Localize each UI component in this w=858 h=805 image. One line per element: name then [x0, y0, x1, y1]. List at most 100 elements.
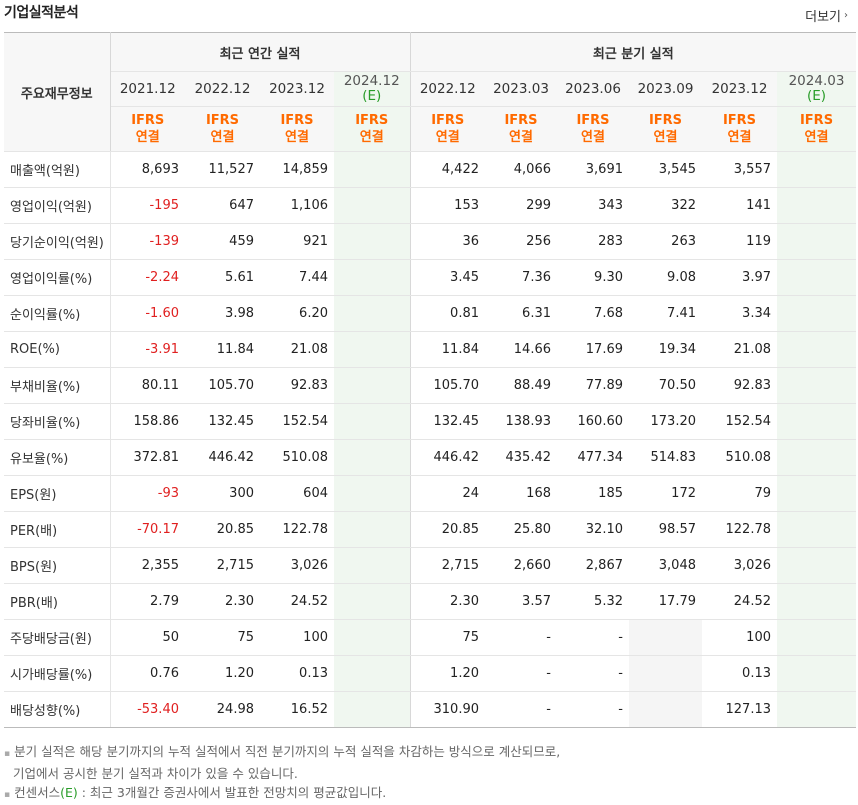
- ifrs-label: IFRS 연결: [702, 106, 777, 152]
- period-header: 2023.09: [629, 71, 702, 107]
- table-cell: [334, 691, 411, 728]
- bullet-icon: ▪: [4, 749, 11, 759]
- row-label[interactable]: EPS(원): [4, 475, 111, 512]
- period-header: 2023.12: [702, 71, 777, 107]
- row-label[interactable]: ROE(%): [4, 331, 111, 368]
- table-cell: [777, 151, 857, 188]
- ifrs-label: IFRS 연결: [260, 106, 334, 152]
- row-label[interactable]: 당기순이익(억원): [4, 223, 111, 260]
- table-row: BPS(원) 2,355 2,715 3,026 2,715 2,660 2,867 3,04…: [4, 547, 857, 584]
- row-label[interactable]: 당좌비율(%): [4, 403, 111, 440]
- table-cell: 122.78: [260, 511, 334, 548]
- row-label[interactable]: PBR(배): [4, 583, 111, 620]
- table-cell: 92.83: [260, 367, 334, 404]
- row-label[interactable]: 배당성향(%): [4, 691, 111, 728]
- table-cell: 4,066: [485, 151, 557, 188]
- table-cell: [334, 223, 411, 260]
- table-cell: 122.78: [702, 511, 777, 548]
- table-cell: 446.42: [410, 439, 485, 476]
- table-cell: [777, 223, 857, 260]
- row-label[interactable]: BPS(원): [4, 547, 111, 584]
- table-cell: 11.84: [410, 331, 485, 368]
- bullet-icon: ▪: [4, 790, 11, 800]
- table-cell: 459: [185, 223, 260, 260]
- table-cell: 263: [629, 223, 702, 260]
- table-cell: 3,545: [629, 151, 702, 188]
- table-cell: 446.42: [185, 439, 260, 476]
- row-label[interactable]: 매출액(억원): [4, 151, 111, 188]
- row-label[interactable]: 영업이익(억원): [4, 187, 111, 224]
- table-cell: 3,048: [629, 547, 702, 584]
- table-cell: -93: [110, 475, 185, 512]
- table-cell: 152.54: [260, 403, 334, 440]
- table-cell: [334, 187, 411, 224]
- table-cell: 3.45: [410, 259, 485, 296]
- table-cell: 7.44: [260, 259, 334, 296]
- table-cell: 299: [485, 187, 557, 224]
- more-link[interactable]: 더보기 ›: [805, 6, 848, 25]
- row-label[interactable]: 유보율(%): [4, 439, 111, 476]
- row-label[interactable]: 순이익률(%): [4, 295, 111, 332]
- table-cell: 0.76: [110, 655, 185, 692]
- table-cell: [777, 547, 857, 584]
- table-cell: 3.97: [702, 259, 777, 296]
- table-cell: 1,106: [260, 187, 334, 224]
- table-cell: 16.52: [260, 691, 334, 728]
- table-cell: 100: [260, 619, 334, 656]
- table-cell: -: [557, 691, 629, 728]
- table-row: 당좌비율(%) 158.86 132.45 152.54 132.45 138.93 160…: [4, 403, 857, 440]
- row-label[interactable]: 부채비율(%): [4, 367, 111, 404]
- table-row: 배당성향(%) -53.40 24.98 16.52 310.90- -127.13: [4, 691, 857, 728]
- period-header: 2023.12: [260, 71, 334, 107]
- table-cell: 2.30: [410, 583, 485, 620]
- row-label[interactable]: 주당배당금(원): [4, 619, 111, 656]
- period-header: 2024.03 (E): [777, 71, 857, 107]
- table-cell: [777, 655, 857, 692]
- table-cell: 24.52: [260, 583, 334, 620]
- table-cell: -1.60: [110, 295, 185, 332]
- table-cell: 32.10: [557, 511, 629, 548]
- ifrs-label: IFRS 연결: [777, 106, 857, 152]
- table-cell: 4,422: [410, 151, 485, 188]
- table-cell: 36: [410, 223, 485, 260]
- table-row: 당기순이익(억원) -139 459 921 36 256 283 263 119: [4, 223, 857, 260]
- table-cell: 283: [557, 223, 629, 260]
- table-cell: 1.20: [185, 655, 260, 692]
- period-header: 2021.12: [110, 71, 185, 107]
- row-label[interactable]: PER(배): [4, 511, 111, 548]
- period-header: 2023.03: [485, 71, 557, 107]
- table-cell: 3.34: [702, 295, 777, 332]
- table-cell: -70.17: [110, 511, 185, 548]
- table-cell: [334, 331, 411, 368]
- ifrs-label: IFRS 연결: [110, 106, 185, 152]
- table-cell: 2,715: [410, 547, 485, 584]
- table-cell: [334, 511, 411, 548]
- table-cell: [629, 655, 702, 692]
- table-cell: [334, 655, 411, 692]
- table-cell: 477.34: [557, 439, 629, 476]
- row-label[interactable]: 영업이익률(%): [4, 259, 111, 296]
- table-cell: [777, 439, 857, 476]
- table-cell: 0.13: [260, 655, 334, 692]
- table-cell: -195: [110, 187, 185, 224]
- table-cell: 343: [557, 187, 629, 224]
- table-cell: -2.24: [110, 259, 185, 296]
- table-cell: [777, 331, 857, 368]
- table-cell: 2.79: [110, 583, 185, 620]
- table-row: 부채비율(%) 80.11 105.70 92.83 105.70 88.49 77.89 7…: [4, 367, 857, 404]
- table-cell: 24.52: [702, 583, 777, 620]
- table-cell: 647: [185, 187, 260, 224]
- table-cell: 92.83: [702, 367, 777, 404]
- table-cell: [334, 439, 411, 476]
- table-cell: [334, 259, 411, 296]
- row-label[interactable]: 시가배당률(%): [4, 655, 111, 692]
- table-cell: 132.45: [185, 403, 260, 440]
- table-cell: 100: [702, 619, 777, 656]
- table-cell: [777, 583, 857, 620]
- table-cell: 300: [185, 475, 260, 512]
- table-row: 영업이익률(%) -2.24 5.61 7.44 3.45 7.36 9.30 9.08 3.9…: [4, 259, 857, 296]
- table-cell: [629, 619, 702, 656]
- table-row: 주당배당금(원) 50 75 100 75- -100: [4, 619, 857, 656]
- table-cell: 2,715: [185, 547, 260, 584]
- table-cell: 2,355: [110, 547, 185, 584]
